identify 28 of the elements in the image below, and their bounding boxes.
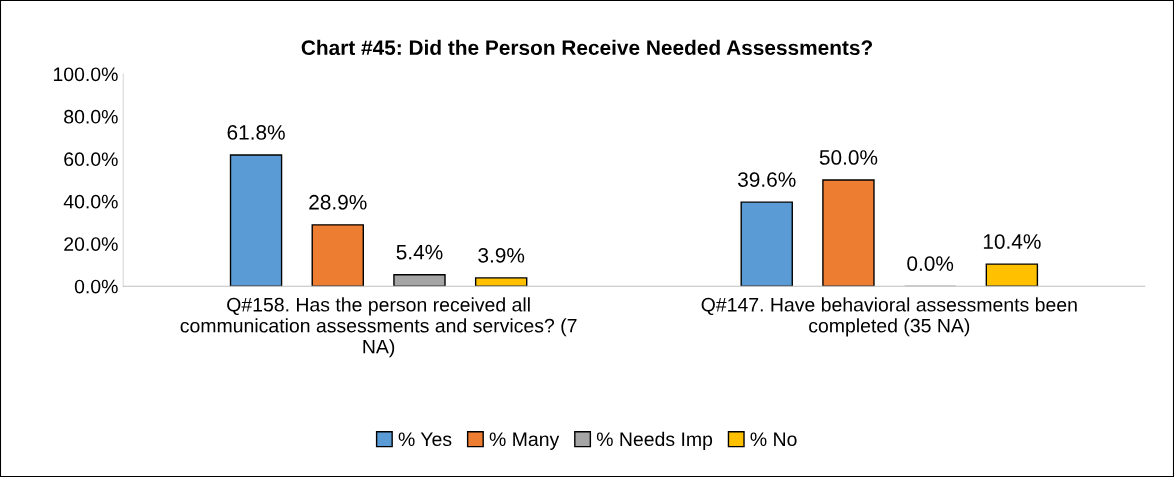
chart-title: Chart #45: Did the Person Receive Needed Assessments? (301, 39, 872, 56)
data-label: 0.0% (907, 256, 954, 271)
y-tick-label: 80.0% (64, 109, 118, 124)
data-label: 61.8% (227, 125, 285, 140)
y-tick-label: 60.0% (64, 152, 118, 167)
bar (229, 154, 283, 287)
data-label: 3.9% (478, 247, 525, 263)
y-tick-label: 40.0% (63, 194, 118, 209)
bar (740, 201, 793, 287)
data-label: 39.6% (738, 172, 796, 187)
y-tick-label: 20.0% (64, 237, 118, 251)
bar (393, 274, 446, 287)
data-label: 28.9% (309, 194, 367, 210)
y-tick-label: 100.0% (53, 67, 118, 82)
bar (985, 263, 1039, 287)
bar (311, 224, 364, 287)
bar (822, 179, 875, 287)
y-tick-label: 0.0% (74, 279, 118, 294)
data-label: 5.4% (396, 244, 443, 260)
bar (474, 277, 528, 287)
data-label: 10.4% (983, 234, 1041, 249)
data-label: 50.0% (819, 150, 878, 165)
x-tick-label: Q#147. Have behavioral assessments been completed (35 NA) (701, 297, 1077, 337)
legend-label: % Yes (398, 432, 452, 447)
legend-label: % No (750, 432, 797, 447)
legend-label: % Needs Imp (596, 431, 713, 450)
legend-label: % Many (489, 432, 560, 450)
x-tick-label: Q#158. Has the person received all communication assessments and services? (7 NA) (180, 297, 577, 358)
